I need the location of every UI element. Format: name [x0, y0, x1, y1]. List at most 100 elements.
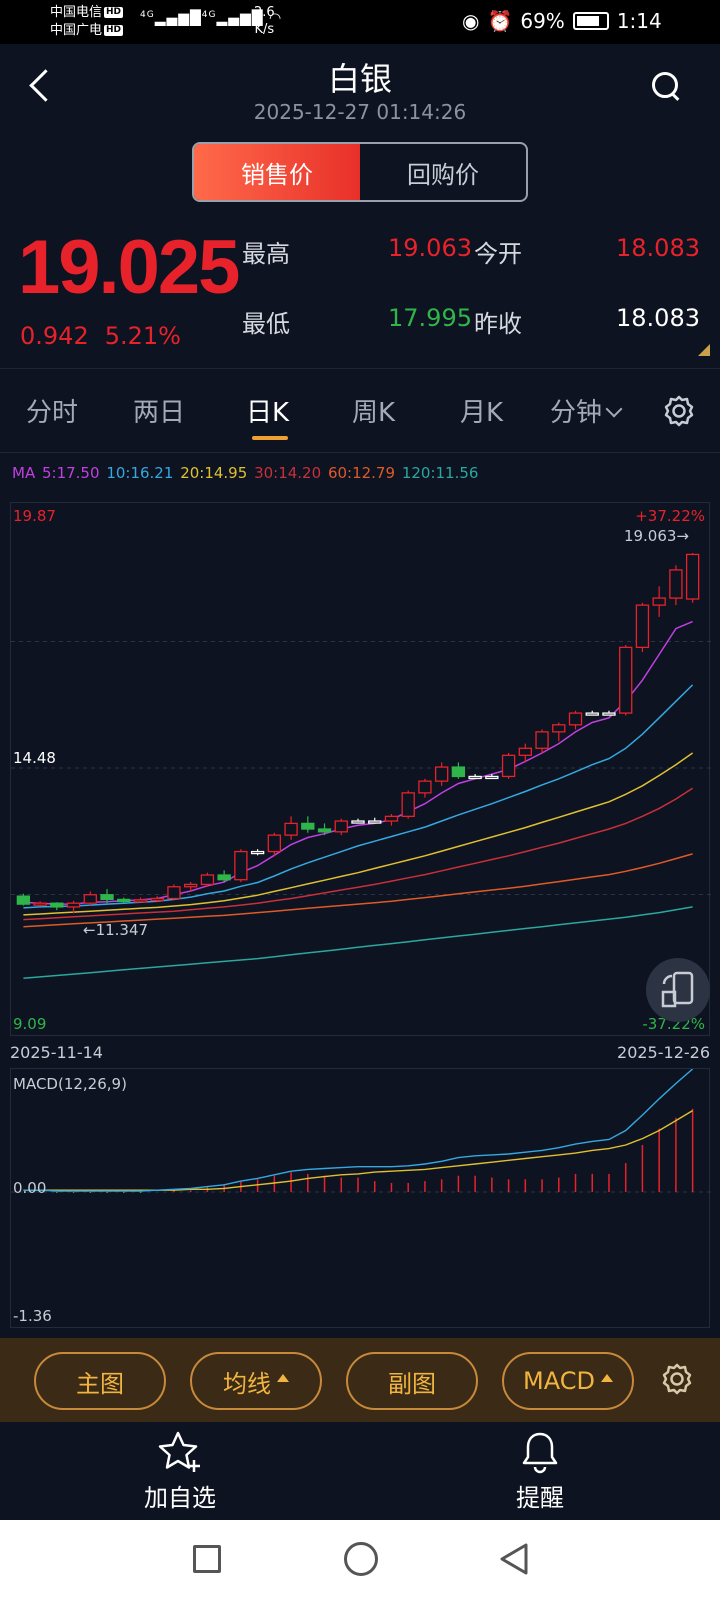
candle-body — [250, 850, 265, 855]
ma120-line — [23, 906, 693, 980]
carrier-1: 中国电信 — [50, 5, 103, 20]
macd-chart[interactable] — [11, 1069, 711, 1329]
low-label: 最低 — [242, 310, 290, 338]
open-label: 今开 — [474, 240, 522, 268]
candle-body — [652, 597, 666, 606]
macd-button[interactable]: MACD — [502, 1352, 634, 1410]
ma20-value: 20:14.95 — [180, 464, 248, 482]
carrier-2: 中国广电 — [50, 23, 103, 38]
macd-label: MACD(12,26,9) — [13, 1075, 127, 1093]
low-value: 17.995 — [388, 304, 472, 332]
wifi-icon: ◠ — [269, 10, 283, 27]
current-price: 19.025 — [18, 225, 240, 310]
macd-bottom-label: -1.36 — [13, 1307, 52, 1325]
candle-body — [200, 874, 215, 886]
kline-chart-panel[interactable]: 19.87 14.48 9.09 +37.22% -37.22% 19.063→… — [10, 502, 711, 1037]
ma5-value: 5:17.50 — [41, 464, 100, 482]
open-value: 18.083 — [616, 234, 700, 262]
high-value: 19.063 — [388, 234, 472, 262]
hd-badge: HD — [104, 7, 124, 18]
net-type-1: 4G — [140, 10, 155, 20]
dif-line — [23, 1069, 694, 1192]
recents-icon[interactable] — [193, 1545, 221, 1573]
candle-body — [167, 886, 181, 900]
tab-intraday[interactable]: 分时 — [26, 398, 79, 428]
sub-chart-button[interactable]: 副图 — [346, 1352, 478, 1410]
remind-label: 提醒 — [516, 1484, 564, 1512]
main-chart-button[interactable]: 主图 — [34, 1352, 166, 1410]
rotate-screen-icon — [661, 971, 694, 1008]
ma60-line — [23, 853, 693, 928]
ma-button[interactable]: 均线 — [190, 1352, 322, 1410]
ma60-value: 60:12.79 — [327, 464, 396, 482]
kline-chart[interactable] — [11, 503, 711, 1037]
sell-price-tab[interactable]: 销售价 — [194, 144, 360, 200]
change-value: 0.942 — [20, 322, 89, 350]
status-bar: 中国电信 HD 中国广电 HD 4G▂▄▆█4G▂▄▆█ ◠ 2.6 K/s ◉ ⏰ … — [0, 0, 720, 44]
y-axis-top: 19.87 — [13, 507, 56, 525]
chart-toolbar: 主图 均线 副图 MACD — [0, 1338, 720, 1422]
header: 白银 2025-12-27 01:14:26 — [0, 44, 720, 134]
bottom-actions: 加自选 提醒 — [0, 1422, 720, 1520]
toolbar-settings-gear-icon[interactable] — [660, 1362, 694, 1396]
ma30-line — [23, 787, 694, 921]
candle-body — [685, 553, 700, 600]
tab-daily-k[interactable]: 日K — [246, 398, 290, 428]
candle-body — [351, 820, 365, 824]
candle-body — [16, 895, 31, 905]
add-watchlist-button[interactable]: 加自选 — [120, 1430, 240, 1513]
candle-body — [535, 731, 549, 749]
ma30-value: 30:14.20 — [254, 464, 322, 482]
ma5-line — [23, 620, 693, 905]
candle-body — [66, 902, 81, 908]
net-speed: 2.6 K/s — [254, 4, 275, 38]
candle-body — [317, 828, 332, 833]
y-axis-bottom: 9.09 — [13, 1015, 47, 1033]
page-title: 白银 — [327, 60, 392, 98]
chart-settings-gear-icon[interactable] — [662, 394, 696, 428]
battery-percent: 69% — [520, 9, 565, 33]
expand-corner-icon[interactable] — [698, 344, 710, 356]
tab-minute-label: 分钟 — [550, 398, 603, 428]
candle-body — [434, 766, 449, 782]
candle-body — [100, 894, 114, 901]
tab-weekly-k[interactable]: 周K — [352, 398, 396, 428]
active-tab-indicator — [252, 436, 288, 440]
tab-two-day[interactable]: 两日 — [133, 398, 186, 428]
clock: 1:14 — [616, 9, 662, 33]
dea-line — [23, 1109, 693, 1191]
price-type-toggle: 销售价 回购价 — [192, 142, 528, 202]
macd-zero-label: 0.00 — [13, 1179, 47, 1197]
carrier-info: 中国电信 HD 中国广电 HD — [50, 4, 124, 40]
candle-body — [133, 899, 148, 903]
candle-body — [552, 724, 566, 733]
ma-label: MA — [12, 464, 36, 482]
back-nav-icon[interactable] — [498, 1542, 530, 1576]
candle-body — [234, 850, 248, 881]
ma120-value: 120:11.56 — [401, 464, 479, 482]
candle-body — [568, 712, 583, 726]
macd-button-label: MACD — [523, 1367, 595, 1395]
home-icon[interactable] — [344, 1542, 378, 1576]
landscape-toggle-button[interactable] — [646, 958, 710, 1022]
chevron-down-icon — [605, 400, 623, 418]
eye-icon: ◉ — [462, 9, 480, 33]
search-icon[interactable] — [650, 70, 682, 102]
buyback-price-tab[interactable]: 回购价 — [407, 160, 479, 189]
hd-badge: HD — [104, 25, 124, 36]
candle-body — [451, 766, 466, 778]
tab-monthly-k[interactable]: 月K — [460, 398, 504, 428]
macd-panel[interactable]: MACD(12,26,9) 0.00 -1.36 — [10, 1068, 711, 1329]
candle-body — [368, 820, 382, 824]
remind-button[interactable]: 提醒 — [480, 1430, 600, 1513]
divider — [0, 368, 720, 369]
candle-body — [418, 780, 432, 794]
period-tabs: 分时 两日 日K 周K 月K 分钟 — [0, 372, 720, 452]
candle-body — [635, 604, 650, 649]
tab-minute[interactable]: 分钟 — [550, 392, 623, 429]
y-axis-mid: 14.48 — [13, 749, 56, 767]
min-price-marker: ←11.347 — [83, 921, 149, 939]
candle-body — [485, 775, 499, 780]
net-type-2: 4G — [201, 10, 217, 20]
candle-body — [50, 902, 64, 908]
